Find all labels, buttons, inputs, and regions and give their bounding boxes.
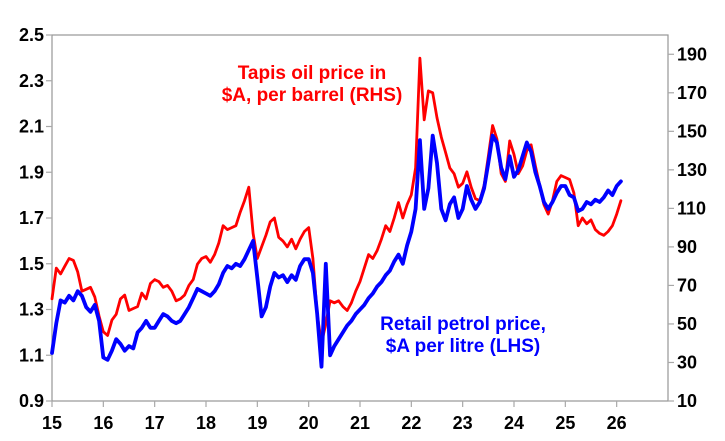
x-axis-label: 16: [93, 413, 113, 433]
right-axis-label: 130: [677, 160, 707, 180]
left-axis-label: 1.1: [19, 345, 44, 365]
right-axis-label: 170: [677, 83, 707, 103]
x-axis-label: 23: [453, 413, 473, 433]
series-label-oil: Tapis oil price in $A, per barrel (RHS): [202, 63, 422, 107]
x-axis-label: 15: [42, 413, 62, 433]
left-axis-label: 1.7: [19, 208, 44, 228]
left-axis-label: 1.9: [19, 162, 44, 182]
left-axis-label: 1.3: [19, 300, 44, 320]
oil-price-line: [50, 56, 623, 345]
left-axis-label: 2.5: [19, 25, 44, 45]
right-axis-label: 190: [677, 44, 707, 64]
right-axis-label: 150: [677, 121, 707, 141]
x-axis-label: 21: [350, 413, 370, 433]
left-axis-label: 0.9: [19, 391, 44, 411]
x-axis-label: 20: [299, 413, 319, 433]
series-label-petrol-line2: $A per litre (LHS): [385, 336, 541, 357]
right-axis-label: 110: [677, 198, 706, 218]
petrol-price-line: [50, 133, 623, 369]
series-label-oil-line2: $A, per barrel (RHS): [221, 85, 403, 106]
x-axis-label: 25: [555, 413, 575, 433]
series-label-petrol-line1: Retail petrol price,: [380, 314, 546, 335]
right-axis-label: 50: [677, 314, 697, 334]
x-axis-label: 22: [401, 413, 421, 433]
left-axis-label: 2.3: [19, 71, 44, 91]
right-axis-label: 90: [677, 237, 697, 257]
left-axis-label: 1.5: [19, 254, 44, 274]
x-axis-label: 26: [607, 413, 627, 433]
x-axis-label: 18: [196, 413, 216, 433]
left-axis-label: 2.1: [19, 117, 44, 137]
right-axis-label: 30: [677, 352, 697, 372]
x-axis-label: 17: [145, 413, 165, 433]
series-label-petrol: Retail petrol price, $A per litre (LHS): [352, 314, 574, 358]
right-axis-label: 70: [677, 275, 697, 295]
x-axis-label: 19: [247, 413, 267, 433]
right-axis-label: 10: [677, 391, 697, 411]
x-axis-label: 24: [504, 413, 524, 433]
series-label-oil-line1: Tapis oil price in: [237, 63, 387, 84]
